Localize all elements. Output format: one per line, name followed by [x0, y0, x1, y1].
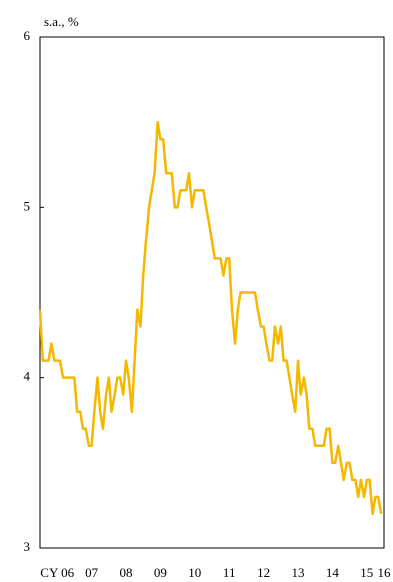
x-tick-label: 10: [188, 565, 201, 580]
x-tick-label: 08: [120, 565, 133, 580]
x-tick-label: 09: [154, 565, 167, 580]
x-tick-label: CY 06: [40, 565, 74, 580]
y-tick-label: 5: [24, 198, 31, 213]
x-tick-label: 07: [85, 565, 99, 580]
x-tick-label: 11: [223, 565, 236, 580]
x-tick-label: 13: [292, 565, 305, 580]
y-tick-label: 6: [24, 28, 31, 43]
x-tick-label: 12: [257, 565, 270, 580]
plot-frame: [39, 36, 385, 549]
y-tick-label: 4: [24, 369, 31, 384]
y-axis-label: s.a., %: [44, 14, 79, 29]
data-line: [38, 120, 383, 516]
y-tick-label: 3: [24, 539, 31, 554]
x-tick-label: 14: [326, 565, 340, 580]
x-tick-label: 16: [378, 565, 392, 580]
x-tick-label: 15: [360, 565, 373, 580]
